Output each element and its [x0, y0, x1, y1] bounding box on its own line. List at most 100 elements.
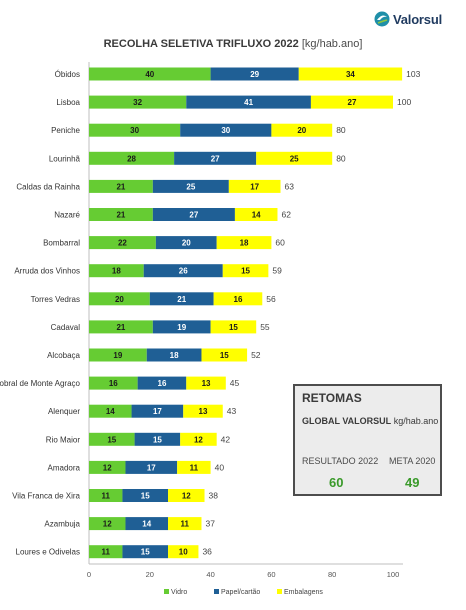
total-label: 43 — [227, 406, 237, 416]
x-tick-label: 60 — [267, 570, 275, 579]
bar-segment — [89, 517, 126, 531]
total-label: 52 — [251, 350, 261, 360]
total-label: 80 — [336, 125, 346, 135]
total-label: 63 — [285, 181, 295, 191]
resultado-value: 60 — [329, 475, 344, 490]
bar-value-label: 18 — [240, 239, 249, 248]
x-tick-label: 40 — [206, 570, 214, 579]
bar-value-label: 30 — [221, 126, 230, 135]
bar-segment — [89, 95, 187, 109]
bar-segment — [122, 489, 169, 502]
bar-value-label: 11 — [101, 492, 110, 501]
category-label: Amadora — [48, 463, 81, 472]
bar-value-label: 14 — [142, 520, 151, 529]
bar-segment — [256, 151, 333, 165]
category-label: Nazaré — [54, 211, 80, 220]
bar-segment — [89, 404, 132, 418]
bar-value-label: 27 — [211, 154, 220, 163]
x-tick-label: 80 — [328, 570, 336, 579]
bar-segment — [89, 179, 153, 193]
bar-segment — [216, 236, 272, 250]
brand-logo: Valorsul — [374, 9, 460, 29]
legend-label: Vidro — [171, 589, 187, 596]
bar-segment — [89, 460, 126, 474]
chart-title: RECOLHA SELETIVA TRIFLUXO 2022 [kg/hab.a… — [0, 38, 466, 50]
category-label: Peniche — [51, 126, 80, 135]
category-label: Cadaval — [51, 323, 81, 332]
bar-segment — [201, 348, 248, 362]
total-label: 59 — [272, 266, 282, 276]
bar-value-label: 21 — [116, 323, 125, 332]
meta-value: 49 — [405, 475, 420, 490]
bar-segment — [298, 67, 403, 81]
bar-segment — [152, 208, 235, 221]
bar-value-label: 15 — [141, 492, 150, 501]
bar-segment — [152, 179, 229, 193]
total-label: 80 — [336, 153, 346, 163]
total-label: 45 — [230, 378, 240, 388]
bar-value-label: 15 — [241, 267, 250, 276]
category-label: Caldas da Rainha — [16, 182, 80, 191]
bar-segment — [122, 545, 169, 559]
bar-segment — [180, 123, 272, 137]
bar-value-label: 12 — [194, 435, 203, 444]
category-label: Alcobaça — [47, 351, 80, 360]
retomas-global-unit: kg/hab.ano — [393, 416, 439, 426]
bar-segment — [210, 320, 257, 334]
bar-segment — [89, 432, 135, 446]
bar-segment — [89, 376, 138, 390]
bar-value-label: 18 — [170, 351, 179, 360]
bar-value-label: 26 — [179, 267, 188, 276]
brand-name: Valorsul — [393, 11, 442, 27]
category-label: Bombarral — [43, 239, 80, 248]
bar-segment — [213, 292, 263, 306]
bar-segment — [134, 432, 181, 446]
category-label: Óbidos — [55, 70, 80, 79]
bar-segment — [186, 95, 311, 109]
category-label: Torres Vedras — [31, 295, 80, 304]
bar-value-label: 12 — [182, 492, 191, 501]
valorsul-logo-icon — [374, 11, 390, 27]
legend-label: Papel/cartão — [221, 589, 260, 596]
category-label: Lisboa — [56, 98, 80, 107]
bar-value-label: 16 — [109, 379, 118, 388]
bar-segment — [89, 320, 153, 334]
bar-segment — [89, 208, 153, 221]
bar-segment — [149, 292, 214, 306]
bar-segment — [183, 404, 223, 418]
bar-segment — [89, 123, 181, 137]
total-label: 40 — [215, 462, 225, 472]
bar-segment — [186, 376, 226, 390]
x-tick-label: 0 — [87, 570, 91, 579]
bar-value-label: 29 — [250, 70, 259, 79]
resultado-label: RESULTADO 2022 — [302, 456, 379, 466]
bar-value-label: 15 — [141, 548, 150, 557]
bar-value-label: 11 — [190, 463, 199, 472]
bar-segment — [155, 236, 217, 250]
bar-segment — [89, 264, 144, 278]
bar-value-label: 15 — [153, 435, 162, 444]
x-tick-label: 20 — [146, 570, 154, 579]
bar-segment — [180, 432, 217, 446]
category-label: Azambuja — [44, 520, 80, 529]
total-label: 36 — [202, 547, 212, 557]
bar-segment — [143, 264, 223, 278]
bar-value-label: 19 — [113, 351, 122, 360]
retomas-panel: RETOMAS GLOBAL VALORSUL kg/hab.ano RESUL… — [293, 384, 442, 496]
bar-segment — [168, 517, 202, 531]
bar-segment — [89, 67, 211, 81]
bar-segment — [174, 151, 257, 165]
retomas-global: GLOBAL VALORSUL kg/hab.ano — [302, 416, 438, 426]
total-label: 60 — [275, 238, 285, 248]
bar-value-label: 41 — [244, 98, 253, 107]
legend-swatch — [164, 589, 169, 594]
retomas-title: RETOMAS — [302, 391, 362, 405]
retomas-global-label: GLOBAL VALORSUL — [302, 416, 392, 426]
bar-segment — [168, 489, 205, 502]
category-label: Loures e Odivelas — [16, 548, 80, 557]
bar-segment — [89, 292, 150, 306]
category-label: Rio Maior — [46, 435, 81, 444]
bar-value-label: 18 — [112, 267, 121, 276]
bar-value-label: 28 — [127, 154, 136, 163]
